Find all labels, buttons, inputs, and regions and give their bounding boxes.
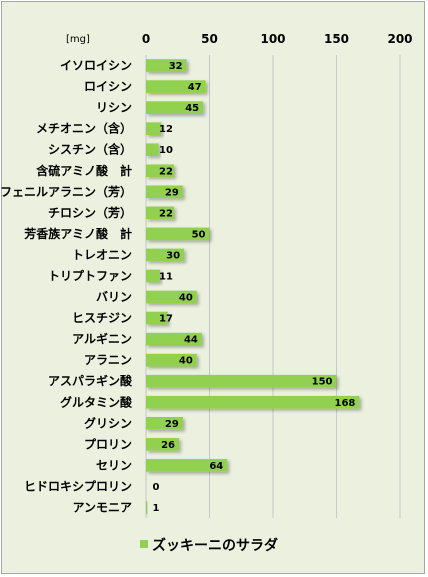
bar	[146, 80, 206, 93]
bar	[146, 332, 202, 346]
bar	[146, 290, 197, 304]
bar	[146, 185, 183, 199]
category-label: チロシン（芳）	[48, 205, 132, 220]
bar	[146, 269, 160, 283]
data-label: 47	[188, 82, 202, 93]
x-tick-label: 200	[387, 32, 412, 46]
data-label: 0	[153, 482, 160, 493]
category-label: バリン	[96, 290, 132, 304]
bar	[146, 122, 162, 135]
category-label: トレオニン	[72, 248, 132, 262]
category-label: シスチン（含）	[48, 142, 132, 157]
gridlines	[145, 55, 401, 518]
category-label: 含硫アミノ酸 計	[36, 163, 132, 178]
bar	[146, 248, 185, 262]
category-label: アンモニア	[72, 500, 132, 514]
data-label: 26	[161, 440, 175, 451]
data-label: 64	[209, 461, 223, 472]
bar	[146, 353, 197, 367]
bar	[146, 164, 174, 178]
category-label: プロリン	[84, 436, 132, 451]
bar	[146, 101, 204, 114]
data-label: 29	[165, 419, 179, 430]
data-label: 10	[159, 145, 173, 156]
bar	[146, 501, 148, 514]
data-label: 1	[153, 503, 160, 514]
bar	[146, 374, 337, 388]
bar	[146, 438, 180, 451]
bar	[146, 459, 228, 472]
data-label: 22	[159, 166, 173, 177]
bar	[146, 227, 210, 241]
category-label: リシン	[96, 101, 132, 115]
data-label: 11	[159, 271, 173, 282]
data-label: 30	[166, 250, 180, 261]
category-label: アルギニン	[72, 331, 132, 346]
bar	[146, 311, 168, 325]
category-label: グルタミン酸	[60, 394, 133, 409]
data-label: 44	[184, 335, 198, 346]
data-label: 22	[159, 208, 173, 219]
data-labels: 3247451210222922503011401744401501682926…	[153, 61, 356, 514]
legend-series-label: ズッキーニのサラダ	[152, 537, 278, 554]
x-tick-label: 150	[324, 32, 349, 46]
bars	[146, 59, 360, 514]
legend: ズッキーニのサラダ	[140, 537, 278, 554]
category-label: グリシン	[84, 415, 132, 430]
category-label: セリン	[96, 458, 132, 472]
category-label: アスパラギン酸	[48, 373, 133, 388]
bar	[146, 59, 187, 72]
category-label: トリプトファン	[48, 268, 132, 283]
data-label: 40	[179, 356, 193, 367]
data-label: 150	[312, 377, 333, 388]
category-label: ヒスチジン	[72, 311, 132, 325]
data-label: 45	[185, 103, 199, 114]
data-label: 17	[159, 314, 173, 325]
x-tick-label: 100	[260, 32, 285, 46]
unit-label: [mg]	[66, 34, 90, 45]
category-label: 芳香族アミノ酸 計	[24, 226, 132, 241]
data-label: 40	[179, 293, 193, 304]
x-axis-ticks: 0 50 100 150 200	[142, 32, 413, 46]
legend-swatch	[140, 540, 148, 548]
x-tick-label: 0	[142, 32, 150, 46]
category-label: メチオニン（含）	[36, 121, 132, 136]
data-label: 168	[334, 398, 355, 409]
bar	[146, 143, 159, 157]
data-label: 50	[192, 229, 206, 240]
data-label: 29	[165, 187, 179, 198]
category-label: フェニルアラニン（芳）	[0, 184, 132, 199]
category-label: ロイシン	[84, 80, 132, 94]
data-label: 32	[169, 61, 183, 72]
category-label: イソロイシン	[60, 59, 132, 73]
bar	[146, 416, 183, 430]
data-label: 12	[159, 124, 173, 135]
bar	[146, 395, 360, 409]
bar	[146, 206, 174, 220]
category-label: アラニン	[84, 353, 132, 367]
category-label: ヒドロキシプロリン	[24, 478, 132, 493]
x-tick-label: 50	[201, 32, 218, 46]
